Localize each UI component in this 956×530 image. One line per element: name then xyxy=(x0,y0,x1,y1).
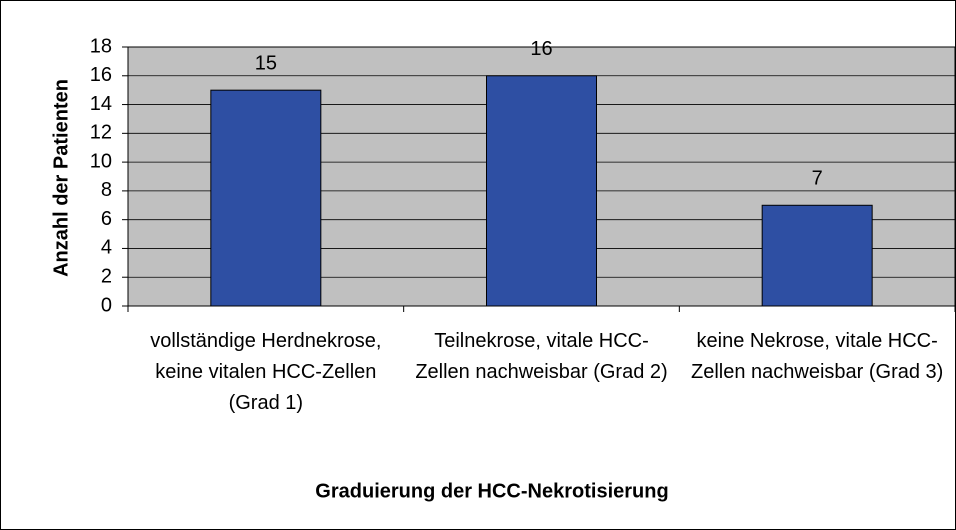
x-tick-label: Teilnekrose, vitale HCC-Zellen nachweisb… xyxy=(415,330,668,383)
y-tick-label: 4 xyxy=(101,237,112,259)
y-tick-label: 18 xyxy=(90,35,112,57)
y-axis-title: Anzahl der Patienten xyxy=(50,79,72,277)
y-tick-label: 6 xyxy=(101,208,112,230)
bar xyxy=(486,75,597,307)
y-tick-label: 16 xyxy=(90,64,112,86)
x-tick-label: vollständige Herdnekrose, keine vitalen … xyxy=(150,330,382,414)
x-tick-label: keine Nekrose, vitale HCC-Zellen nachwei… xyxy=(690,330,944,383)
data-label: 15 xyxy=(255,52,277,74)
y-tick-label: 2 xyxy=(101,266,112,288)
y-tick-label: 0 xyxy=(101,294,112,316)
data-label: 7 xyxy=(812,168,823,190)
x-axis-title: Graduierung der HCC-Nekrotisierung xyxy=(315,480,668,502)
data-label: 16 xyxy=(530,38,552,60)
y-tick-label: 12 xyxy=(90,122,112,144)
y-tick-label: 14 xyxy=(90,93,112,115)
y-tick-label: 10 xyxy=(90,150,112,172)
bar xyxy=(761,204,873,307)
bar xyxy=(210,89,322,307)
y-tick-label: 8 xyxy=(101,179,112,201)
